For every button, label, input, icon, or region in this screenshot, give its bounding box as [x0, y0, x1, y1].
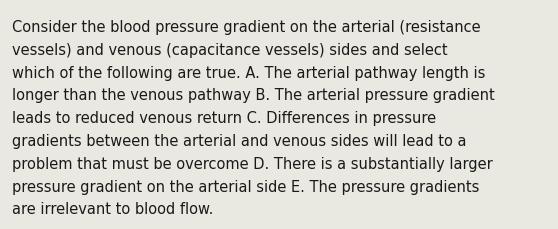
- Text: leads to reduced venous return C. Differences in pressure: leads to reduced venous return C. Differ…: [12, 111, 436, 126]
- Text: are irrelevant to blood flow.: are irrelevant to blood flow.: [12, 202, 213, 216]
- Text: longer than the venous pathway B. The arterial pressure gradient: longer than the venous pathway B. The ar…: [12, 88, 495, 103]
- Text: pressure gradient on the arterial side E. The pressure gradients: pressure gradient on the arterial side E…: [12, 179, 479, 194]
- Text: gradients between the arterial and venous sides will lead to a: gradients between the arterial and venou…: [12, 134, 466, 148]
- Text: which of the following are true. A. The arterial pathway length is: which of the following are true. A. The …: [12, 65, 485, 80]
- Text: Consider the blood pressure gradient on the arterial (resistance: Consider the blood pressure gradient on …: [12, 20, 480, 35]
- Text: problem that must be overcome D. There is a substantially larger: problem that must be overcome D. There i…: [12, 156, 493, 171]
- Text: vessels) and venous (capacitance vessels) sides and select: vessels) and venous (capacitance vessels…: [12, 43, 448, 57]
